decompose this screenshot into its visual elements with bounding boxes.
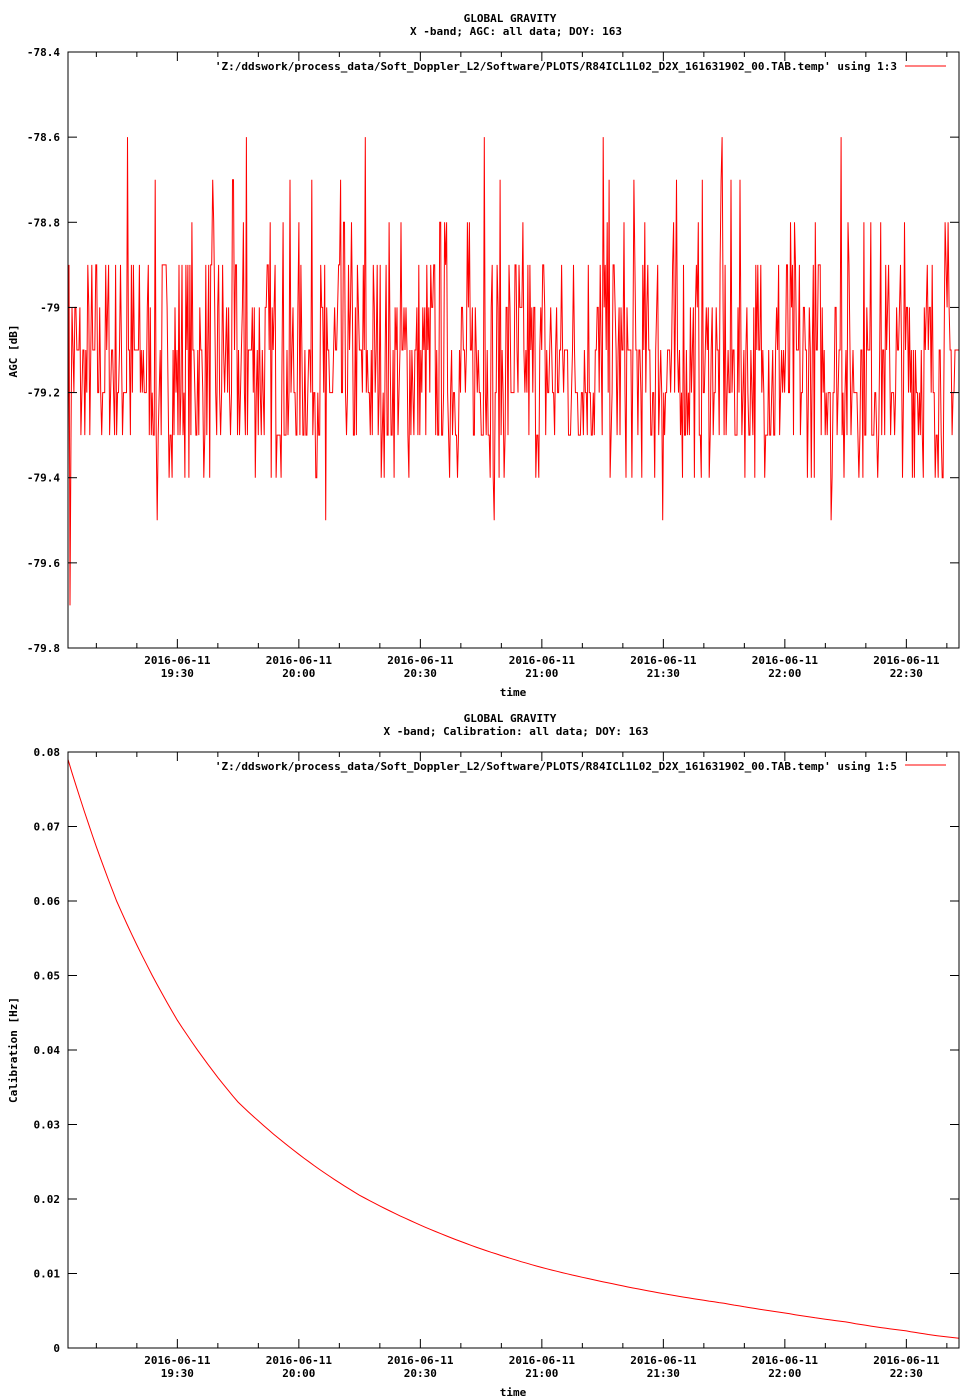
- x-tick-time-label: 21:30: [647, 1367, 680, 1380]
- y-axis-label: AGC [dB]: [7, 325, 20, 378]
- legend-label: 'Z:/ddswork/process_data/Soft_Doppler_L2…: [215, 760, 897, 773]
- x-tick-date-label: 2016-06-11: [387, 1354, 454, 1367]
- y-tick-label: -79.8: [27, 642, 60, 655]
- calibration-series-group: [67, 759, 960, 1339]
- x-tick-time-label: 22:30: [890, 1367, 923, 1380]
- plot-frame: [67, 751, 960, 1349]
- x-tick-date-label: 2016-06-11: [509, 654, 576, 667]
- x-tick-time-label: 20:30: [404, 667, 437, 680]
- x-tick-time-label: 20:00: [282, 667, 315, 680]
- x-tick-date-label: 2016-06-11: [266, 654, 333, 667]
- x-tick-time-label: 19:30: [161, 667, 194, 680]
- chart-subtitle: X -band; Calibration: all data; DOY: 163: [384, 725, 649, 738]
- calibration-line: [67, 759, 960, 1339]
- y-tick-label: 0.01: [34, 1268, 61, 1281]
- x-tick-date-label: 2016-06-11: [630, 654, 697, 667]
- plot-frame: [67, 51, 960, 649]
- y-tick-label: 0.06: [34, 895, 61, 908]
- y-tick-label: -79.4: [27, 472, 60, 485]
- y-tick-label: -78.8: [27, 216, 60, 229]
- agc-line: [67, 137, 959, 606]
- y-tick-label: -79.2: [27, 387, 60, 400]
- y-tick-label: 0: [53, 1342, 60, 1355]
- x-tick-time-label: 22:00: [768, 1367, 801, 1380]
- x-tick-date-label: 2016-06-11: [387, 654, 454, 667]
- y-tick-label: 0.04: [34, 1044, 61, 1057]
- x-tick-date-label: 2016-06-11: [630, 1354, 697, 1367]
- x-tick-time-label: 19:30: [161, 1367, 194, 1380]
- x-tick-date-label: 2016-06-11: [873, 654, 940, 667]
- chart-title: GLOBAL GRAVITY: [464, 12, 557, 25]
- y-axis-label: Calibration [Hz]: [7, 997, 20, 1103]
- y-tick-label: -79: [40, 301, 60, 314]
- x-tick-date-label: 2016-06-11: [266, 1354, 333, 1367]
- agc-chart: GLOBAL GRAVITY X -band; AGC: all data; D…: [7, 12, 960, 699]
- y-tick-label: 0.03: [34, 1119, 61, 1132]
- x-tick-time-label: 22:30: [890, 667, 923, 680]
- y-tick-label: 0.05: [34, 970, 61, 983]
- legend-label: 'Z:/ddswork/process_data/Soft_Doppler_L2…: [215, 60, 897, 73]
- chart-subtitle: X -band; AGC: all data; DOY: 163: [410, 25, 622, 38]
- x-tick-time-label: 21:00: [525, 667, 558, 680]
- x-tick-time-label: 22:00: [768, 667, 801, 680]
- agc-series-group: [67, 137, 959, 606]
- calibration-chart: GLOBAL GRAVITY X -band; Calibration: all…: [7, 712, 960, 1399]
- y-tick-label: -78.4: [27, 46, 60, 59]
- axes-group: -79.8 -79.6 -79.4 -79.2 -79 -78.8 -78.6 -78.4 20…: [27, 46, 959, 680]
- y-tick-label: 0.07: [34, 821, 61, 834]
- y-tick-label: 0.02: [34, 1193, 61, 1206]
- x-tick-date-label: 2016-06-11: [752, 1354, 819, 1367]
- axes-group: 0 0.01 0.02 0.03 0.04 0.05 0.06 0.07 0.08 2016-06…: [34, 746, 959, 1380]
- x-tick-date-label: 2016-06-11: [509, 1354, 576, 1367]
- x-tick-time-label: 20:00: [282, 1367, 315, 1380]
- x-axis-label: time: [500, 1386, 527, 1399]
- x-tick-time-label: 20:30: [404, 1367, 437, 1380]
- y-tick-label: -78.6: [27, 131, 60, 144]
- y-tick-label: 0.08: [34, 746, 61, 759]
- x-tick-time-label: 21:30: [647, 667, 680, 680]
- x-tick-date-label: 2016-06-11: [144, 1354, 211, 1367]
- y-tick-label: -79.6: [27, 557, 60, 570]
- x-axis-label: time: [500, 686, 527, 699]
- x-tick-date-label: 2016-06-11: [873, 1354, 940, 1367]
- chart-title: GLOBAL GRAVITY: [464, 712, 557, 725]
- x-tick-time-label: 21:00: [525, 1367, 558, 1380]
- x-tick-date-label: 2016-06-11: [144, 654, 211, 667]
- x-tick-date-label: 2016-06-11: [752, 654, 819, 667]
